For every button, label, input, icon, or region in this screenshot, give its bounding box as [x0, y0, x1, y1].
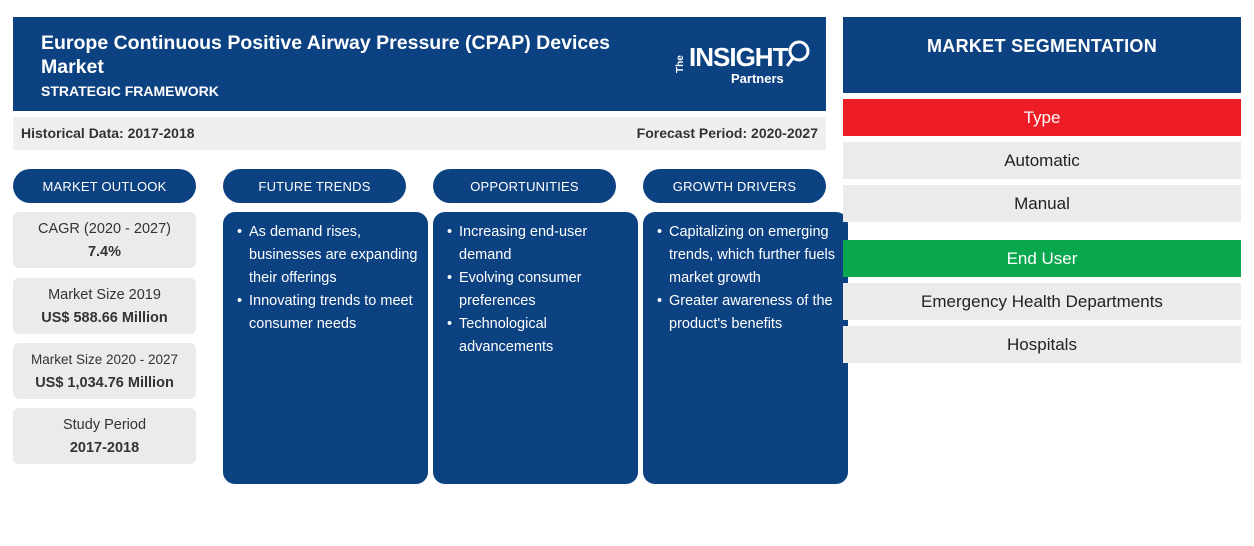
logo-partners: Partners	[731, 71, 784, 86]
page-subtitle: STRATEGIC FRAMEWORK	[41, 83, 219, 99]
future-trends-header: FUTURE TRENDS	[223, 169, 406, 203]
growth-drivers-panel: Capitalizing on emerging trends, which f…	[643, 212, 848, 484]
market-segmentation-header: MARKET SEGMENTATION	[843, 17, 1241, 93]
forecast-period: Forecast Period: 2020-2027	[636, 125, 818, 141]
stat-market-size-2019: Market Size 2019 US$ 588.66 Million	[13, 278, 196, 334]
opportunities-header: OPPORTUNITIES	[433, 169, 616, 203]
list-item: Greater awareness of the product's benef…	[657, 290, 840, 336]
opportunities-panel: Increasing end-user demand Evolving cons…	[433, 212, 638, 484]
list-item: Evolving consumer preferences	[447, 267, 630, 313]
segment-item-automatic: Automatic	[843, 142, 1241, 179]
segment-type-header: Type	[843, 99, 1241, 136]
stat-label: CAGR (2020 - 2027)	[38, 221, 171, 237]
stat-label: Study Period	[62, 417, 147, 433]
page-title: Europe Continuous Positive Airway Pressu…	[41, 32, 610, 78]
segment-item-hospitals: Hospitals	[843, 326, 1241, 363]
stat-cagr: CAGR (2020 - 2027) 7.4%	[13, 212, 196, 268]
stat-value: 7.4%	[87, 244, 122, 260]
stat-value: 2017-2018	[69, 440, 140, 456]
list-item: As demand rises, businesses are expandin…	[237, 221, 420, 290]
stat-label: Market Size 2019	[48, 287, 161, 303]
list-item: Technological advancements	[447, 313, 630, 359]
logo-bulb-icon	[785, 40, 810, 67]
market-outlook-header: MARKET OUTLOOK	[13, 169, 196, 203]
stat-value: US$ 588.66 Million	[41, 310, 168, 326]
historical-data: Historical Data: 2017-2018	[21, 125, 195, 141]
list-item: Innovating trends to meet consumer needs	[237, 290, 420, 336]
logo-the: The	[675, 55, 686, 73]
segment-end-user-header: End User	[843, 240, 1241, 277]
future-trends-panel: As demand rises, businesses are expandin…	[223, 212, 428, 484]
stat-market-size-forecast: Market Size 2020 - 2027 US$ 1,034.76 Mil…	[13, 343, 196, 399]
period-bar: Historical Data: 2017-2018 Forecast Peri…	[13, 117, 826, 150]
logo-insight: INSIGHT	[689, 42, 788, 72]
stat-value: US$ 1,034.76 Million	[35, 375, 174, 391]
stat-study-period: Study Period 2017-2018	[13, 408, 196, 464]
list-item: Increasing end-user demand	[447, 221, 630, 267]
segment-item-manual: Manual	[843, 185, 1241, 222]
report-header: Europe Continuous Positive Airway Pressu…	[13, 17, 826, 111]
list-item: Capitalizing on emerging trends, which f…	[657, 221, 840, 290]
insight-partners-logo: The INSIGHT Partners	[675, 39, 815, 91]
stat-label: Market Size 2020 - 2027	[30, 352, 179, 367]
growth-drivers-header: GROWTH DRIVERS	[643, 169, 826, 203]
segment-item-emergency-health: Emergency Health Departments	[843, 283, 1241, 320]
